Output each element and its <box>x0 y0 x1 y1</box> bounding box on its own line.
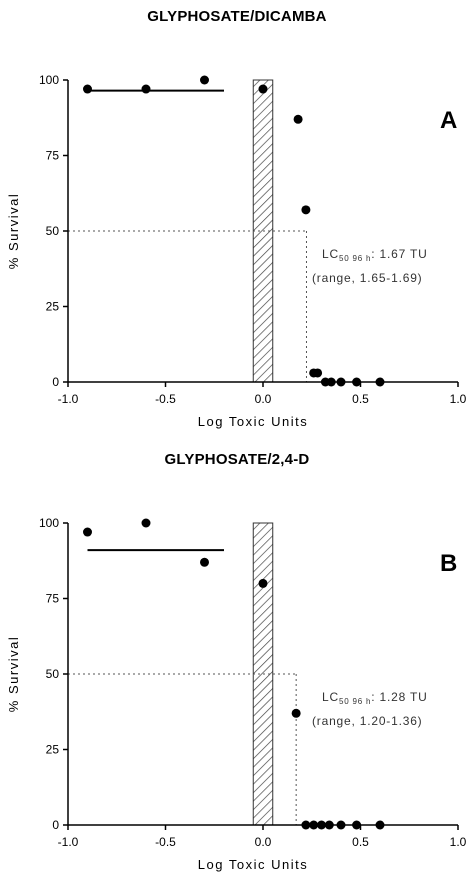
x-tick-label: 0.0 <box>255 835 272 849</box>
y-axis-label: % Survival <box>6 193 21 269</box>
y-tick-label: 100 <box>39 516 59 530</box>
data-point <box>258 84 268 94</box>
x-tick-label: 0.5 <box>352 392 369 406</box>
y-tick-label: 0 <box>52 375 59 389</box>
lc50-value: : 1.28 TU <box>371 690 427 704</box>
data-point <box>313 368 323 378</box>
data-point <box>301 205 311 215</box>
chart-title: GLYPHOSATE/DICAMBA <box>147 8 327 25</box>
data-point <box>258 578 268 588</box>
y-tick-label: 0 <box>52 818 59 832</box>
lc50-annotation: LC50 96 h: 1.28 TU <box>322 690 428 706</box>
data-point <box>83 527 92 537</box>
chart-panel-a: GLYPHOSATE/DICAMBA 0 25 50 75 100 -1.0 -0.5 0.0… <box>0 0 474 440</box>
y-tick-label: 25 <box>46 743 60 757</box>
lc50-range: (range, 1.65-1.69) <box>312 271 422 285</box>
data-point <box>200 557 209 567</box>
y-tick-label: 50 <box>46 224 60 238</box>
y-axis-label: % Survival <box>6 636 21 712</box>
y-tick-label: 75 <box>46 592 60 606</box>
data-point <box>293 114 303 124</box>
lc50-value: : 1.67 TU <box>371 247 427 261</box>
lc50-subscript: 50 96 h <box>339 254 371 263</box>
x-tick-label: 0.5 <box>352 835 369 849</box>
data-point <box>141 84 151 94</box>
y-tick-label: 50 <box>46 667 60 681</box>
lc50-range: (range, 1.20-1.36) <box>312 714 422 728</box>
x-axis-label: Log Toxic Units <box>198 857 308 872</box>
y-tick-label: 100 <box>39 73 59 87</box>
data-point <box>200 75 209 85</box>
chart-b-svg: 0 25 50 75 100 -1.0 -0.5 0.0 0.5 1.0 Log Toxic Uni… <box>6 516 467 872</box>
chart-panel-b: GLYPHOSATE/2,4-D 0 25 50 75 100 -1.0 -0.5 0.0 0.… <box>0 443 474 883</box>
chart-title: GLYPHOSATE/2,4-D <box>164 451 310 468</box>
lc50-subscript: 50 96 h <box>339 697 371 706</box>
x-tick-label: -1.0 <box>58 835 79 849</box>
x-tick-label: -1.0 <box>58 392 79 406</box>
panel-letter: A <box>440 107 457 134</box>
x-tick-label: 1.0 <box>450 835 467 849</box>
x-axis-label: Log Toxic Units <box>198 414 308 429</box>
x-tick-label: 1.0 <box>450 392 467 406</box>
data-point <box>83 84 92 94</box>
x-tick-label: -0.5 <box>155 835 176 849</box>
chart-a-svg: 0 25 50 75 100 -1.0 -0.5 0.0 0.5 1.0 Log Toxic Uni… <box>6 73 467 429</box>
lc50-label: LC <box>322 690 339 704</box>
x-tick-label: -0.5 <box>155 392 176 406</box>
lc50-label: LC <box>322 247 339 261</box>
y-tick-label: 25 <box>46 300 60 314</box>
x-tick-label: 0.0 <box>255 392 272 406</box>
panel-letter: B <box>440 550 457 577</box>
data-point <box>291 708 301 718</box>
data-point <box>141 518 151 528</box>
y-tick-label: 75 <box>46 149 60 163</box>
lc50-annotation: LC50 96 h: 1.67 TU <box>322 247 428 263</box>
